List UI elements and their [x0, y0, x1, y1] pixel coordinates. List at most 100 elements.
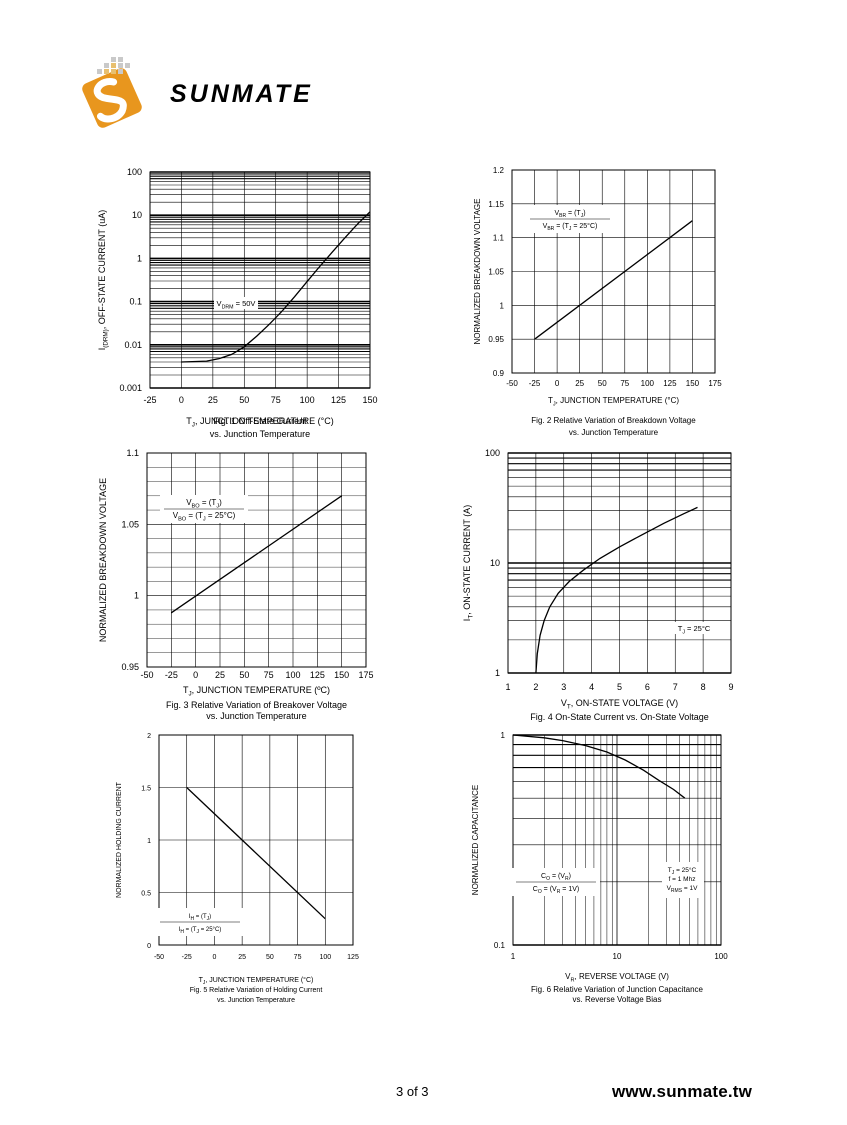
x-tick-label: 0	[179, 395, 184, 405]
logo-pixel-dots	[97, 57, 130, 74]
x-tick-label: 150	[686, 379, 700, 388]
x-axis-label: TJ​, JUNCTION TEMPERATURE (°C)	[199, 976, 314, 986]
plot-grid	[507, 452, 732, 674]
y-tick-label: 1	[137, 253, 142, 263]
x-axis-label: TJ​, JUNCTION TEMPERATURE (°C)	[186, 416, 333, 429]
chart-title-line2: vs. Junction Temperature	[217, 997, 295, 1004]
x-tick-label: 3	[561, 682, 566, 692]
y-tick-label: 1	[501, 731, 506, 740]
annotation-numerator: IH​ = (TJ​)	[189, 914, 211, 922]
y-tick-label: 0.1	[129, 297, 142, 307]
y-tick-label: 0	[147, 943, 151, 950]
y-tick-label: 1	[147, 838, 151, 845]
website-url: www.sunmate.tw	[612, 1082, 753, 1101]
x-tick-label: 50	[239, 395, 249, 405]
x-tick-label: 50	[598, 379, 607, 388]
condition-line: VRMS​ = 1V	[667, 885, 698, 894]
x-tick-label: 25	[575, 379, 584, 388]
chart-grid: -2502550751001251500.0010.010.1110100TJ​…	[97, 166, 734, 1004]
y-tick-label: 10	[490, 558, 500, 568]
x-tick-label: -25	[529, 379, 541, 388]
y-tick-label: 100	[127, 167, 142, 177]
x-tick-label: -50	[140, 670, 153, 680]
annotation-label: VDRM​ = 50V	[217, 299, 256, 310]
series-line	[181, 211, 371, 363]
y-tick-label: 1	[495, 668, 500, 678]
x-tick-label: 175	[708, 379, 722, 388]
y-axis-label: NORMALIZED CAPACITANCE	[471, 785, 480, 895]
annotation-numerator: VBO​ = (TJ​)	[186, 498, 222, 509]
chart-fig6: 1 10 100 0.1 1 VR​, REVERSE VOLTAGE (V) NORMAL…	[471, 731, 728, 1004]
chart-fig1: -25 0 25 50 75 100 125 150 0.001 0.01 0.1 1 10 100 TJ​…	[97, 167, 378, 439]
plot-grid	[512, 734, 721, 946]
annotation-bg	[672, 622, 716, 634]
y-tick-label: 0.1	[494, 941, 506, 950]
series-line	[535, 506, 698, 674]
x-tick-label: 150	[362, 395, 377, 405]
x-tick-label: 175	[358, 670, 373, 680]
y-tick-label: 1.2	[493, 166, 505, 175]
plot-frame	[158, 734, 354, 946]
x-tick-label: -25	[165, 670, 178, 680]
y-tick-label: 2	[147, 733, 151, 740]
chart-title-line2: vs. Junction Temperature	[569, 428, 659, 437]
plot-frame	[511, 169, 716, 374]
x-tick-label: 75	[620, 379, 629, 388]
x-axis-label: VT​, ON-STATE VOLTAGE (V)	[561, 698, 678, 711]
x-tick-label: 100	[714, 952, 728, 961]
chart-title: Fig. 4 On-State Current vs. On-State Vol…	[530, 712, 709, 722]
annotation-denominator: IH​ = (TJ​ = 25°C)	[179, 927, 222, 935]
annotation-denominator: CO​ = (VR​ = 1V)	[533, 886, 579, 895]
y-tick-label: 10	[132, 210, 142, 220]
plot-grid	[149, 171, 371, 389]
x-tick-label: 150	[334, 670, 349, 680]
x-tick-label: 100	[319, 954, 331, 961]
annotation-denominator: VBO​ = (TJ​ = 25°C)	[173, 511, 236, 522]
x-tick-label: 25	[238, 954, 246, 961]
x-tick-label: -50	[506, 379, 518, 388]
plot-frame	[512, 734, 722, 946]
y-tick-label: 1.15	[488, 200, 504, 209]
x-tick-label: 125	[331, 395, 346, 405]
y-tick-label: 1.05	[121, 519, 139, 529]
annotation-label: TJ​ = 25°C	[678, 624, 711, 635]
chart-title: Fig. 5 Relative Variation of Holding Cur…	[190, 987, 323, 994]
x-tick-label: 7	[673, 682, 678, 692]
y-tick-label: 1.1	[126, 448, 139, 458]
x-tick-label: 10	[613, 952, 622, 961]
y-tick-label: 0.001	[119, 383, 142, 393]
logo-wordmark: SUNMATE	[170, 80, 313, 108]
y-tick-label: 1.1	[493, 234, 505, 243]
x-tick-label: -25	[143, 395, 156, 405]
y-axis-label: IT​, ON-STATE CURRENT (A)	[462, 505, 475, 621]
chart-fig3: -50 -25 0 25 50 75 100 125 150 175 0.95 1 1.05 1.1 TJ​…	[98, 448, 374, 721]
chart-title-line2: vs. Junction Temperature	[210, 429, 310, 439]
x-tick-label: 0	[193, 670, 198, 680]
chart-fig4: 1 2 3 4 5 6 7 8 9 1 10 100 VT​, ON-STATE VOLTAGE (V)…	[462, 448, 734, 722]
x-tick-label: 1	[505, 682, 510, 692]
x-axis-label: TJ​, JUNCTION TEMPERATURE (°C)	[548, 396, 679, 407]
series-line	[512, 734, 686, 799]
annotation-denominator: VBR​ = (TJ​ = 25°C)	[543, 222, 598, 232]
x-tick-label: 75	[271, 395, 281, 405]
conditions-bg	[662, 862, 704, 898]
x-tick-label: -25	[182, 954, 192, 961]
chart-title: Fig. 2 Relative Variation of Breakdown V…	[531, 416, 696, 425]
chart-title: Fig. 3 Relative Variation of Breakover V…	[166, 700, 347, 710]
x-axis-label: VR​, REVERSE VOLTAGE (V)	[565, 972, 669, 983]
x-tick-label: 8	[701, 682, 706, 692]
x-tick-label: 0	[212, 954, 216, 961]
chart-title-line2: vs. Reverse Voltage Bias	[573, 995, 662, 1004]
x-tick-label: 25	[208, 395, 218, 405]
x-tick-label: 100	[641, 379, 655, 388]
x-tick-label: 75	[264, 670, 274, 680]
y-tick-label: 0.95	[121, 662, 139, 672]
x-tick-label: -50	[154, 954, 164, 961]
chart-title: Fig. 1 Off-State Current	[213, 416, 307, 426]
x-tick-label: 0	[555, 379, 560, 388]
x-tick-label: 6	[645, 682, 650, 692]
y-tick-label: 100	[485, 448, 500, 458]
x-tick-label: 125	[310, 670, 325, 680]
page-number: 3 of 3	[396, 1084, 429, 1099]
annotation-numerator: VBR​ = (TJ​)	[554, 210, 585, 219]
